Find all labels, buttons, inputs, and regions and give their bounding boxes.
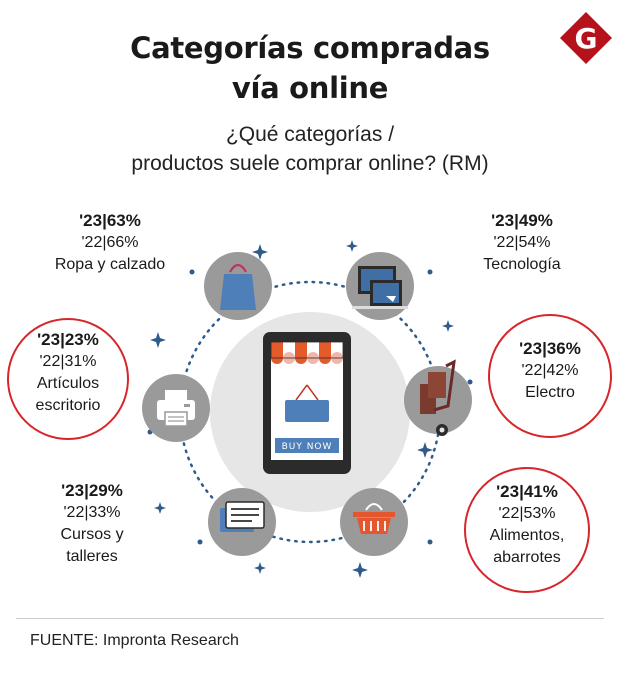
- stat-ropa-label: Ropa y calzado: [54, 256, 166, 273]
- stat-tecnologia-2023: '23|49%: [491, 211, 553, 230]
- icon-circle-electro: [404, 359, 472, 436]
- computer-icon: [352, 266, 408, 309]
- smartphone-icon: BUY NOW: [263, 332, 351, 474]
- buy-now-label: BUY NOW: [282, 442, 333, 452]
- stat-articulos-label-1: Artículos: [36, 375, 100, 392]
- stat-electro-2023: '23|36%: [519, 339, 581, 358]
- title-line-1: Categorías compradas: [130, 31, 490, 65]
- stat-alimentos-label-2: abarrotes: [493, 549, 561, 566]
- stat-cursos-2022: '22|33%: [63, 504, 121, 521]
- icon-circle-alimentos: [340, 488, 408, 556]
- logo-letter: G: [575, 22, 598, 55]
- hand-truck-icon: [420, 359, 456, 436]
- sparkle-icons: [147, 240, 473, 578]
- stat-cursos-label-2: talleres: [66, 548, 118, 565]
- icon-circle-cursos: [208, 488, 276, 556]
- stat-articulos: '23|23% '22|31% Artículos escritorio: [7, 318, 129, 440]
- icon-circle-tecnologia: [346, 252, 414, 320]
- footer-divider: [16, 618, 604, 619]
- subtitle-line-1: ¿Qué categorías /: [225, 123, 395, 146]
- subtitle-line-2: productos suele comprar online? (RM): [131, 152, 489, 175]
- central-illustration: BUY NOW: [142, 240, 473, 578]
- printer-icon: [157, 390, 195, 427]
- icon-circle-articulos: [142, 374, 210, 442]
- icon-circle-ropa: [204, 252, 272, 320]
- stat-cursos-2023: '23|29%: [61, 481, 123, 500]
- stat-ropa-2023: '23|63%: [79, 211, 141, 230]
- stat-cursos-label-1: Cursos y: [60, 526, 124, 543]
- stat-alimentos-2023: '23|41%: [496, 482, 558, 501]
- stat-ropa-2022: '22|66%: [81, 234, 139, 251]
- stat-alimentos-2022: '22|53%: [498, 505, 556, 522]
- stat-electro-2022: '22|42%: [521, 362, 579, 379]
- source-note: FUENTE: Impronta Research: [30, 632, 239, 649]
- chat-icon: [220, 501, 265, 532]
- stat-electro-label: Electro: [525, 384, 575, 401]
- stat-alimentos: '23|41% '22|53% Alimentos, abarrotes: [464, 467, 590, 593]
- chart-subtitle: ¿Qué categorías / productos suele compra…: [0, 120, 620, 178]
- stat-cursos: '23|29% '22|33% Cursos y talleres: [22, 480, 162, 568]
- stat-tecnologia: '23|49% '22|54% Tecnología: [452, 210, 592, 276]
- brand-logo: G: [560, 12, 612, 64]
- stat-tecnologia-2022: '22|54%: [493, 234, 551, 251]
- chart-title: Categorías compradas vía online: [0, 28, 620, 108]
- stat-articulos-2022: '22|31%: [39, 353, 97, 370]
- stat-articulos-label-2: escritorio: [35, 397, 101, 414]
- stat-articulos-2023: '23|23%: [37, 330, 99, 349]
- stat-ropa: '23|63% '22|66% Ropa y calzado: [30, 210, 190, 276]
- title-line-2: vía online: [231, 71, 389, 105]
- stat-alimentos-label-1: Alimentos,: [489, 527, 565, 544]
- stat-tecnologia-label: Tecnología: [483, 256, 561, 273]
- shopping-bag-icon: [220, 263, 256, 310]
- stat-electro: '23|36% '22|42% Electro: [488, 314, 612, 438]
- basket-icon: [353, 503, 395, 534]
